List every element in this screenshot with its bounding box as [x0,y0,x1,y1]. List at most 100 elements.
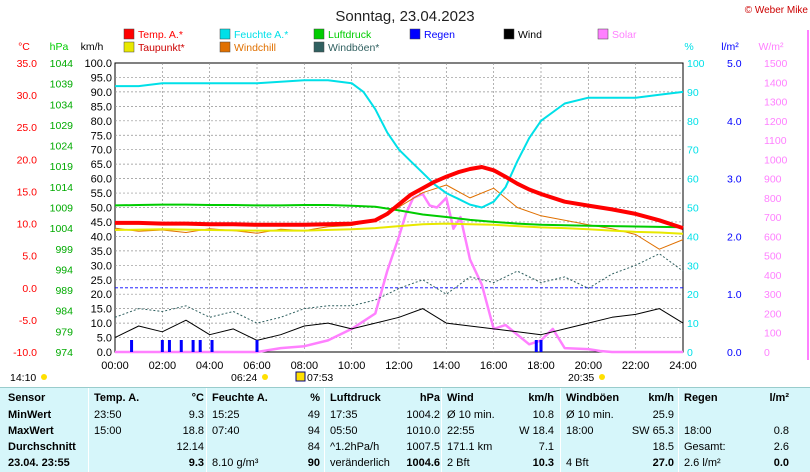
tick-label-solar: 300 [764,289,782,301]
tick-label-humidity: 70 [687,145,699,157]
stats-value: SW 65.3 [631,425,674,437]
sunrise-icon [262,374,268,380]
tick-label-temp: 30.0 [17,90,38,102]
stats-time: Ø 10 min. [447,409,495,421]
sunrise2-label: 07:53 [307,372,333,384]
tick-label-wind: 55.0 [91,188,112,200]
legend-swatch [219,41,231,53]
rain-bar [130,340,134,352]
tick-label-wind: 90.0 [91,87,112,99]
axis-unit-temp: °C [18,41,30,53]
tick-label-solar: 1200 [764,116,788,128]
stats-time: 2.6 l/m² [684,457,721,469]
tick-label-solar: 1500 [764,58,788,70]
tick-label-humidity: 100 [687,58,705,70]
stats-value: 10.3 [532,457,554,469]
stats-row-label: Sensor [8,392,46,404]
tick-label-x: 22:00 [622,360,650,372]
stats-row-label: 23.04. 23:55 [8,457,70,469]
stats-value: 1004.6 [406,457,440,469]
stats-col-unit: km/h [528,392,554,404]
tick-label-temp: 25.0 [17,122,38,134]
tick-label-x: 20:00 [575,360,603,372]
tick-label-rain: 1.0 [727,289,742,301]
stats-value: 0.8 [773,425,789,437]
rain-bar [191,340,195,352]
series-line-windben [114,253,684,324]
tick-label-wind: 50.0 [91,203,112,215]
tick-label-wind: 35.0 [91,246,112,258]
stats-time: 22:55 [447,425,475,437]
stats-separator [441,388,442,472]
tick-label-temp: 20.0 [17,154,38,166]
copyright-label: © Weber Mike [745,5,809,16]
rain-bar [539,340,543,352]
stats-value: 1010.0 [406,425,440,437]
rain-bar [255,340,259,352]
stats-time: ^1.2hPa/h [330,441,380,453]
stats-value: 84 [307,441,320,453]
legend-label: Regen [424,29,455,41]
stats-separator [324,388,325,472]
tick-label-pressure: 1039 [50,79,74,91]
series-line-luftdruck [114,203,684,229]
stats-value: 1007.5 [406,441,440,453]
tick-label-x: 04:00 [196,360,224,372]
tick-label-x: 02:00 [149,360,177,372]
tick-label-solar: 200 [764,308,782,320]
tick-label-wind: 10.0 [91,318,112,330]
legend-swatch [597,28,609,40]
tick-label-temp: 5.0 [22,251,37,263]
weather-chart: Sonntag, 23.04.2023 © Weber Mike Temp. A.*… [10,5,809,384]
tick-label-x: 16:00 [480,360,508,372]
tick-label-x: 10:00 [338,360,366,372]
tick-label-wind: 5.0 [97,333,112,345]
tick-label-wind: 75.0 [91,130,112,142]
tick-label-pressure: 994 [55,264,73,276]
axis-unit-pressure: hPa [50,41,69,53]
tick-label-x: 08:00 [291,360,319,372]
legend-swatch [409,28,421,40]
stats-time: 17:35 [330,409,358,421]
stats-time: 2 Bft [447,457,470,469]
tick-label-wind: 45.0 [91,217,112,229]
stats-row-label: MinWert [8,409,52,421]
stats-time: 171.1 km [447,441,493,453]
tick-label-rain: 5.0 [727,58,742,70]
tick-label-pressure: 999 [55,244,73,256]
stats-col-header: Regen [684,392,718,404]
legend-label: Taupunkt* [138,42,185,54]
legend-swatch [313,41,325,53]
tick-label-temp: -5.0 [19,315,37,327]
tick-label-solar: 1400 [764,77,788,89]
tick-label-pressure: 984 [55,306,73,318]
legend-label: Windböen* [328,42,379,54]
tick-label-wind: 30.0 [91,260,112,272]
tick-label-humidity: 90 [687,87,699,99]
tick-label-wind: 25.0 [91,275,112,287]
tick-label-humidity: 0 [687,347,693,359]
axis-unit-solar: W/m² [758,41,784,53]
rain-bar [534,340,538,352]
tick-label-wind: 60.0 [91,174,112,186]
tick-label-solar: 700 [764,212,782,224]
stats-value: 90 [307,457,320,469]
tick-label-humidity: 10 [687,318,699,330]
stats-value: 49 [307,409,320,421]
tick-label-pressure: 1044 [50,58,74,70]
rain-bar [167,340,171,352]
stats-col-unit: km/h [648,392,674,404]
tick-label-wind: 65.0 [91,159,112,171]
stats-time: veränderlich [330,457,390,469]
series-line-feuchtea [115,79,684,209]
stats-time: 23:50 [94,409,122,421]
tick-label-wind: 95.0 [91,72,112,84]
stats-value: 18.5 [652,441,674,453]
stats-time: 18:00 [566,425,594,437]
sunset-icon [599,374,605,380]
tick-label-humidity: 60 [687,174,699,186]
sunrise-label: 06:24 [231,372,257,384]
stats-row-label: Durchschnitt [8,441,76,453]
stats-separator [560,388,561,472]
stats-value: 9.3 [188,409,204,421]
